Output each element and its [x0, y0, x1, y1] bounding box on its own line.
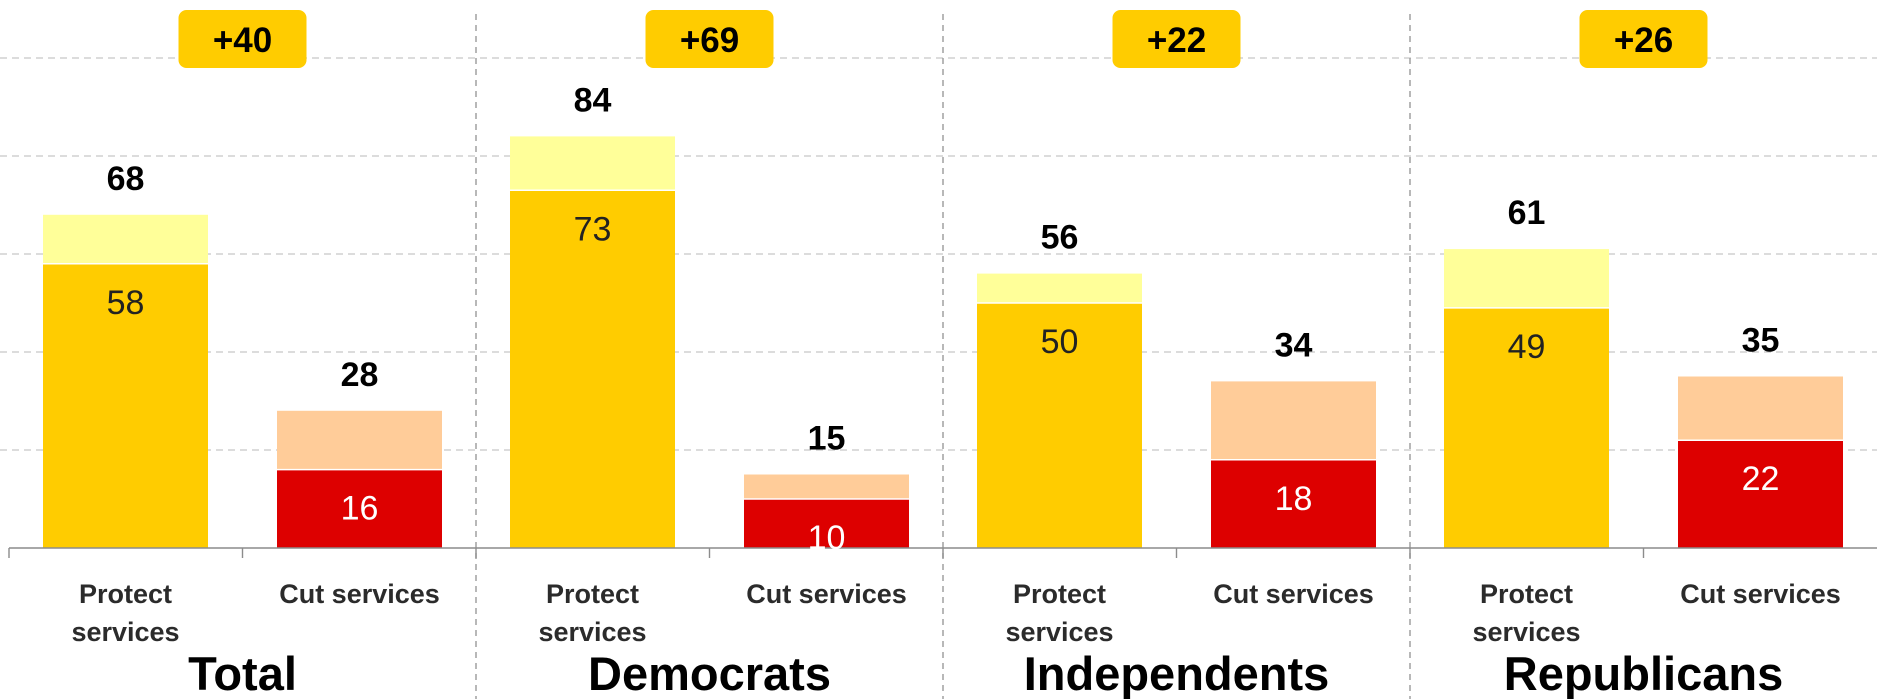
category-label: Protect services [1005, 579, 1113, 647]
labels: +40 68 58 Protect services 28 16 Cut services To… [71, 10, 1841, 699]
bar-strong-label: 58 [107, 284, 145, 322]
category-label: Cut services [746, 579, 907, 609]
category-label: Protect services [71, 579, 179, 647]
bar-segment-strong [277, 469, 442, 548]
bar-segment-strong [1211, 459, 1376, 548]
bar-total-label: 28 [341, 356, 379, 394]
bar-strong-label: 50 [1041, 323, 1079, 361]
bar-segment-strong [977, 303, 1142, 548]
bar-strong-label: 22 [1742, 460, 1780, 498]
bar-total-label: 84 [574, 81, 612, 119]
bar-total-label: 68 [107, 160, 145, 198]
bar-segment-other [277, 410, 442, 470]
bar-strong-label: 10 [808, 519, 846, 557]
group-label: Republicans [1504, 647, 1783, 699]
bar-total-label: 15 [808, 420, 846, 458]
bar-segment-strong [1678, 440, 1843, 548]
bar-segment-other [1211, 381, 1376, 460]
bar-segment-strong [43, 263, 208, 548]
difference-badge [178, 10, 307, 68]
difference-label: +69 [680, 21, 739, 60]
bar-strong-label: 16 [341, 490, 379, 528]
category-label: Cut services [1213, 579, 1374, 609]
difference-badge [645, 10, 774, 68]
group-label: Independents [1024, 647, 1330, 699]
group-dividers [475, 14, 1411, 699]
difference-label: +40 [213, 21, 272, 60]
bar-strong-label: 49 [1508, 328, 1546, 366]
bar-segment-strong [744, 499, 909, 548]
bar-segment-other [744, 474, 909, 499]
bar-segment-other [977, 273, 1142, 303]
difference-label: +22 [1147, 21, 1206, 60]
bars [43, 136, 1843, 549]
bar-segment-strong [1444, 307, 1609, 548]
bar-segment-other [43, 214, 208, 264]
group-label: Democrats [588, 647, 831, 699]
difference-label: +26 [1614, 21, 1673, 60]
difference-badge [1112, 10, 1241, 68]
bar-total-label: 35 [1742, 322, 1780, 360]
bar-total-label: 34 [1275, 326, 1313, 364]
category-label: Cut services [1680, 579, 1841, 609]
bar-segment-other [1444, 249, 1609, 308]
x-axis [8, 547, 1877, 558]
bar-segment-strong [510, 190, 675, 549]
difference-badge [1579, 10, 1708, 68]
category-label: Protect services [538, 579, 646, 647]
bar-segment-other [1678, 376, 1843, 441]
bar-strong-label: 73 [574, 210, 612, 248]
bar-total-label: 56 [1041, 219, 1079, 257]
bar-segment-other [510, 136, 675, 191]
bar-strong-label: 18 [1275, 480, 1313, 518]
bar-total-label: 61 [1508, 194, 1546, 232]
group-label: Total [188, 647, 297, 699]
category-label: Cut services [279, 579, 440, 609]
category-label: Protect services [1472, 579, 1580, 647]
